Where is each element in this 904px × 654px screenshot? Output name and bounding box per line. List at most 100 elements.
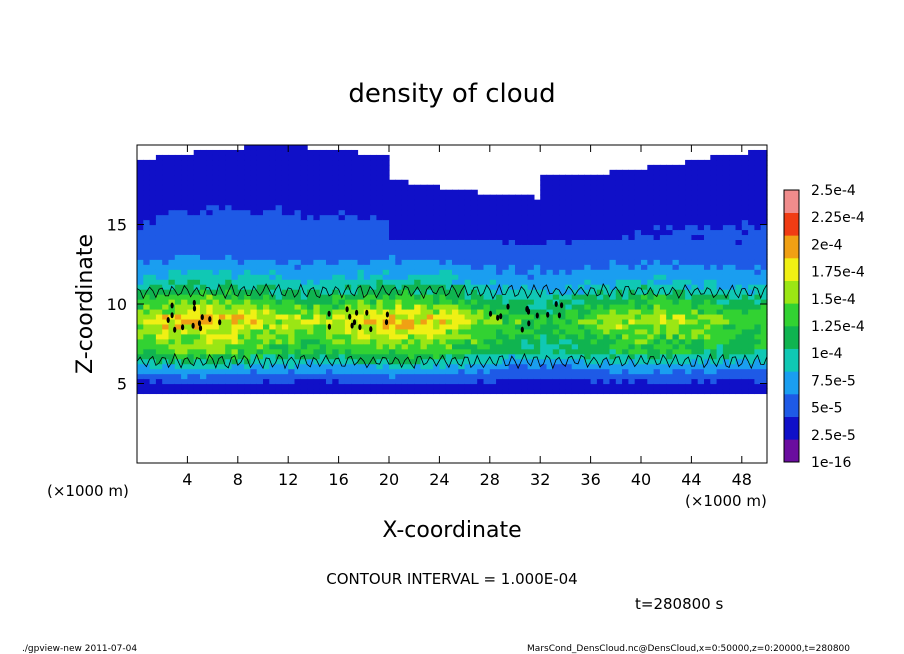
density-cell xyxy=(351,328,359,335)
density-cell xyxy=(307,154,314,161)
density-cell xyxy=(407,219,415,226)
density-cell xyxy=(370,264,377,270)
density-cell xyxy=(754,378,762,385)
density-cell xyxy=(389,229,396,236)
density-cell xyxy=(288,368,296,375)
density-cell xyxy=(137,274,144,280)
density-cell xyxy=(225,269,233,275)
density-cell xyxy=(559,313,566,320)
density-cell xyxy=(332,318,340,325)
density-cell xyxy=(659,249,667,255)
density-cell xyxy=(439,318,447,325)
density-cell xyxy=(735,164,743,171)
density-cell xyxy=(521,224,529,231)
density-cell xyxy=(659,259,667,265)
density-cell xyxy=(263,264,270,270)
density-cell xyxy=(275,154,283,161)
density-cell xyxy=(458,259,466,265)
density-cell xyxy=(155,304,163,310)
density-cell xyxy=(149,388,157,395)
density-cell xyxy=(263,323,270,330)
density-cell xyxy=(181,244,188,250)
density-cell xyxy=(760,368,768,375)
density-cell xyxy=(704,214,711,221)
density-cell xyxy=(483,348,491,355)
density-cell xyxy=(363,244,371,250)
density-cell xyxy=(710,358,718,365)
density-cell xyxy=(294,279,302,285)
density-cell xyxy=(559,388,566,395)
density-cell xyxy=(508,348,516,355)
density-cell xyxy=(351,353,359,360)
density-cell xyxy=(344,184,352,191)
density-cell xyxy=(748,388,755,395)
density-cell xyxy=(697,269,705,275)
density-cell xyxy=(149,383,157,390)
density-cell xyxy=(678,353,686,360)
density-cell xyxy=(420,388,428,395)
density-cell xyxy=(187,264,195,270)
density-cell xyxy=(300,194,308,201)
density-cell xyxy=(401,308,409,315)
density-cell xyxy=(420,363,428,370)
density-cell xyxy=(540,274,548,280)
density-cell xyxy=(174,194,182,201)
density-cell xyxy=(609,219,617,226)
density-cell xyxy=(275,343,283,350)
density-cell xyxy=(477,294,485,300)
density-cell xyxy=(672,318,680,325)
density-cell xyxy=(748,294,755,300)
density-cell xyxy=(269,229,277,236)
density-cell xyxy=(382,348,390,355)
density-cell xyxy=(206,164,214,171)
density-cell xyxy=(533,284,541,290)
density-cell xyxy=(395,229,403,236)
density-cell xyxy=(313,229,321,236)
density-cell xyxy=(735,249,743,255)
density-cell xyxy=(288,284,296,290)
density-cell xyxy=(521,279,529,285)
density-cell xyxy=(212,378,220,385)
density-cell xyxy=(678,194,686,201)
density-cell xyxy=(162,358,170,365)
density-cell xyxy=(622,308,629,315)
density-cell xyxy=(155,199,163,206)
density-cell xyxy=(552,204,560,211)
density-cell xyxy=(729,308,737,315)
density-cell xyxy=(395,373,403,380)
density-cell xyxy=(275,378,283,385)
density-cell xyxy=(281,199,289,206)
density-cell xyxy=(515,299,522,305)
density-cell xyxy=(357,348,365,355)
density-cell xyxy=(615,254,623,260)
density-cell xyxy=(155,289,163,295)
density-cell xyxy=(735,358,743,365)
density-cell xyxy=(704,318,711,325)
density-cell xyxy=(445,229,453,236)
density-cell xyxy=(691,299,699,305)
density-cell xyxy=(735,383,743,390)
density-cell xyxy=(540,229,548,236)
density-cell xyxy=(584,194,592,201)
density-cell xyxy=(218,358,226,365)
density-cell xyxy=(748,194,755,201)
density-cell xyxy=(401,249,409,255)
density-cell xyxy=(445,368,453,375)
density-cell xyxy=(515,348,522,355)
density-cell xyxy=(659,348,667,355)
density-cell xyxy=(477,229,485,236)
density-cell xyxy=(628,294,636,300)
density-cell xyxy=(678,308,686,315)
density-cell xyxy=(281,338,289,345)
density-cell xyxy=(483,199,491,206)
density-cell xyxy=(622,244,629,250)
density-cell xyxy=(628,224,636,231)
density-cell xyxy=(445,189,453,196)
density-cell xyxy=(452,259,459,265)
density-cell xyxy=(489,338,497,345)
density-cell xyxy=(231,373,239,380)
density-cell xyxy=(382,358,390,365)
density-cell xyxy=(615,299,623,305)
density-cell xyxy=(370,299,377,305)
density-cell xyxy=(212,333,220,340)
